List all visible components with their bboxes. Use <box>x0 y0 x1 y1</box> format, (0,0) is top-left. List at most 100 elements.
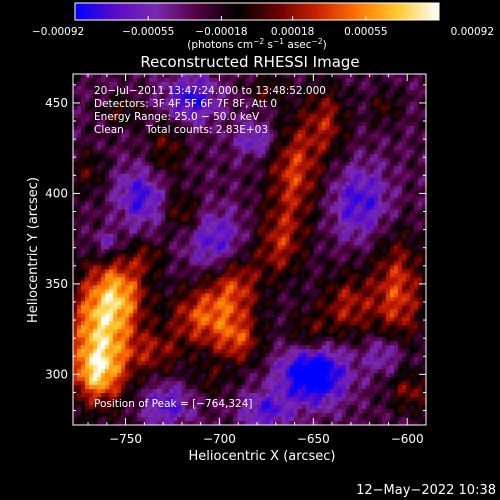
heatmap-cell <box>97 281 102 286</box>
heatmap-cell <box>73 285 78 290</box>
heatmap-cell <box>193 117 198 123</box>
heatmap-cell <box>77 74 82 79</box>
heatmap-cell <box>417 185 423 191</box>
heatmap-cell <box>349 121 355 127</box>
heatmap-cell <box>389 257 395 262</box>
heatmap-cell <box>417 229 423 234</box>
heatmap-cell <box>369 157 375 163</box>
heatmap-cell <box>369 269 375 274</box>
heatmap-cell <box>409 209 415 214</box>
heatmap-cell <box>333 221 339 226</box>
heatmap-cell <box>377 245 383 250</box>
heatmap-cell <box>345 181 351 187</box>
heatmap-cell <box>277 253 282 258</box>
heatmap-cell <box>213 297 218 302</box>
heatmap-cell <box>245 81 250 87</box>
heatmap-cell <box>185 97 190 103</box>
heatmap-cell <box>157 153 162 159</box>
heatmap-cell <box>265 297 270 302</box>
heatmap-cell <box>365 253 371 258</box>
heatmap-cell <box>337 189 343 195</box>
heatmap-cell <box>97 137 102 143</box>
heatmap-cell <box>229 133 234 139</box>
heatmap-cell <box>241 133 246 139</box>
heatmap-cell <box>257 285 262 290</box>
heatmap-cell <box>217 145 222 151</box>
heatmap-cell <box>401 269 407 274</box>
heatmap-cell <box>125 105 130 111</box>
heatmap-cell <box>101 237 106 242</box>
heatmap-cell <box>301 113 307 119</box>
heatmap-cell <box>329 277 335 282</box>
heatmap-cell <box>349 85 355 91</box>
heatmap-cell <box>117 81 122 87</box>
heatmap-cell <box>389 149 395 155</box>
heatmap-cell <box>221 85 226 91</box>
heatmap-cell <box>137 209 142 214</box>
heatmap-cell <box>333 137 339 143</box>
heatmap-cell <box>181 181 186 187</box>
heatmap-cell <box>145 125 150 131</box>
heatmap-cell <box>73 125 78 131</box>
heatmap-cell <box>417 209 423 214</box>
heatmap-cell <box>237 285 242 290</box>
heatmap-cell <box>221 169 226 175</box>
heatmap-cell <box>169 229 174 234</box>
heatmap-cell <box>373 105 379 111</box>
heatmap-cell <box>81 74 86 79</box>
heatmap-cell <box>381 165 387 171</box>
heatmap-cell <box>213 289 218 294</box>
heatmap-cell <box>241 241 246 246</box>
heatmap-cell <box>141 193 146 199</box>
heatmap-cell <box>329 125 335 131</box>
heatmap-cell <box>165 157 170 163</box>
heatmap-cell <box>405 277 411 282</box>
heatmap-cell <box>189 89 194 95</box>
heatmap-cell <box>273 233 278 238</box>
heatmap-cell <box>157 217 162 222</box>
heatmap-cell <box>193 241 198 246</box>
heatmap-cell <box>245 93 250 99</box>
heatmap-cell <box>145 85 150 91</box>
heatmap-cell <box>317 85 323 91</box>
heatmap-cell <box>153 241 158 246</box>
heatmap-cell <box>305 289 311 294</box>
heatmap-cell <box>409 97 415 103</box>
heatmap-cell <box>365 213 371 218</box>
heatmap-cell <box>89 257 94 262</box>
heatmap-cell <box>185 125 190 131</box>
heatmap-cell <box>205 253 210 258</box>
heatmap-cell <box>205 137 210 143</box>
heatmap-cell <box>413 129 419 135</box>
heatmap-cell <box>209 133 214 139</box>
heatmap-cell <box>129 229 134 234</box>
heatmap-cell <box>321 209 327 214</box>
heatmap-cell <box>385 281 391 286</box>
heatmap-cell <box>133 289 138 294</box>
heatmap-cell <box>357 101 363 107</box>
heatmap-cell <box>393 249 399 254</box>
heatmap-cell <box>385 85 391 91</box>
heatmap-cell <box>181 89 186 95</box>
heatmap-cell <box>409 145 415 151</box>
heatmap-cell <box>405 113 411 119</box>
heatmap-cell <box>349 265 355 270</box>
heatmap-cell <box>217 97 222 103</box>
heatmap-cell <box>221 261 226 266</box>
heatmap-cell <box>317 229 323 234</box>
heatmap-cell <box>213 209 218 214</box>
heatmap-cell <box>245 237 250 242</box>
heatmap-cell <box>141 265 146 270</box>
heatmap-cell <box>237 113 242 119</box>
heatmap-cell <box>233 289 238 294</box>
heatmap-cell <box>157 117 162 123</box>
heatmap-cell <box>325 181 331 187</box>
heatmap-cell <box>117 221 122 226</box>
heatmap-cell <box>261 245 266 250</box>
heatmap-cell <box>197 261 202 266</box>
heatmap-cell <box>249 97 254 103</box>
heatmap-cell <box>221 285 226 290</box>
heatmap-cell <box>245 213 250 218</box>
heatmap-cell <box>393 261 399 266</box>
heatmap-cell <box>277 189 282 195</box>
